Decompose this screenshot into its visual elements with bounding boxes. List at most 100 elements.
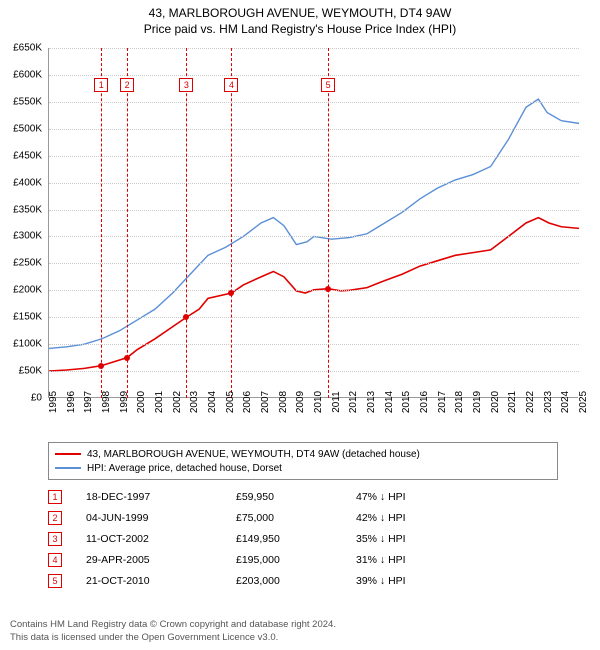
x-tick-label: 2012 [348,391,359,413]
x-tick-label: 2020 [490,391,501,413]
sales-row-num: 3 [48,532,62,546]
sale-marker-line [231,48,232,398]
sale-marker-line [127,48,128,398]
legend-label-hpi: HPI: Average price, detached house, Dors… [87,463,282,474]
plot-region: 12345 [48,48,578,398]
x-tick-label: 2010 [313,391,324,413]
y-tick-label: £500K [0,123,42,134]
sales-row-date: 21-OCT-2010 [86,575,236,587]
x-tick-label: 2002 [172,391,183,413]
y-tick-label: £550K [0,96,42,107]
footer-attribution: Contains HM Land Registry data © Crown c… [10,619,336,644]
x-tick-label: 2024 [560,391,571,413]
x-tick-label: 2013 [366,391,377,413]
sales-row-date: 04-JUN-1999 [86,512,236,524]
y-tick-label: £250K [0,258,42,269]
x-tick-label: 1998 [101,391,112,413]
x-tick-label: 2021 [507,391,518,413]
sale-marker-line [186,48,187,398]
legend-swatch-hpi [55,467,81,469]
x-tick-label: 2005 [225,391,236,413]
gridline-h [49,344,579,345]
sale-marker-box: 1 [94,78,108,92]
y-tick-label: £0 [0,393,42,404]
x-tick-label: 2025 [578,391,589,413]
title-subtitle: Price paid vs. HM Land Registry's House … [0,22,600,36]
sales-row-diff: 42% ↓ HPI [356,512,406,524]
sale-marker-box: 5 [321,78,335,92]
sales-row-num: 2 [48,511,62,525]
sales-row-price: £149,950 [236,533,356,545]
gridline-h [49,290,579,291]
x-tick-label: 1999 [119,391,130,413]
gridline-h [49,317,579,318]
x-tick-label: 2023 [543,391,554,413]
x-tick-label: 2007 [260,391,271,413]
sale-marker-dot [183,314,189,320]
sales-row-diff: 39% ↓ HPI [356,575,406,587]
sales-row-price: £75,000 [236,512,356,524]
y-tick-label: £600K [0,69,42,80]
sales-row: 118-DEC-1997£59,95047% ↓ HPI [48,486,558,507]
sales-row-num: 5 [48,574,62,588]
sales-row-price: £59,950 [236,491,356,503]
sales-row-date: 11-OCT-2002 [86,533,236,545]
legend: 43, MARLBOROUGH AVENUE, WEYMOUTH, DT4 9A… [48,442,558,480]
x-tick-label: 2003 [189,391,200,413]
series-line-hpi [49,99,579,348]
x-tick-label: 2016 [419,391,430,413]
y-tick-label: £350K [0,204,42,215]
gridline-h [49,210,579,211]
price-chart: 12345 £0£50K£100K£150K£200K£250K£300K£35… [48,48,578,398]
sale-marker-box: 2 [120,78,134,92]
gridline-h [49,129,579,130]
y-tick-label: £200K [0,285,42,296]
y-tick-label: £300K [0,231,42,242]
gridline-h [49,102,579,103]
sale-marker-dot [124,355,130,361]
gridline-h [49,75,579,76]
footer-line1: Contains HM Land Registry data © Crown c… [10,619,336,631]
y-tick-label: £400K [0,177,42,188]
sales-row-diff: 35% ↓ HPI [356,533,406,545]
sale-marker-dot [228,290,234,296]
gridline-h [49,236,579,237]
gridline-h [49,183,579,184]
title-address: 43, MARLBOROUGH AVENUE, WEYMOUTH, DT4 9A… [0,6,600,20]
sale-marker-dot [98,363,104,369]
gridline-h [49,156,579,157]
y-tick-label: £450K [0,150,42,161]
legend-swatch-property [55,453,81,455]
sales-row-num: 4 [48,553,62,567]
sales-row: 4 29-APR-2005£195,00031% ↓ HPI [48,549,558,570]
sales-row-price: £195,000 [236,554,356,566]
x-tick-label: 1997 [83,391,94,413]
x-tick-label: 2004 [207,391,218,413]
x-tick-label: 1996 [66,391,77,413]
sales-row-diff: 31% ↓ HPI [356,554,406,566]
x-tick-label: 2017 [437,391,448,413]
sales-row-price: £203,000 [236,575,356,587]
footer-line2: This data is licensed under the Open Gov… [10,632,336,644]
legend-item-property: 43, MARLBOROUGH AVENUE, WEYMOUTH, DT4 9A… [55,447,551,461]
x-tick-label: 2008 [278,391,289,413]
gridline-h [49,371,579,372]
sale-marker-line [328,48,329,398]
sale-marker-line [101,48,102,398]
y-tick-label: £150K [0,312,42,323]
x-tick-label: 1995 [48,391,59,413]
sales-row-date: 18-DEC-1997 [86,491,236,503]
y-tick-label: £100K [0,339,42,350]
gridline-h [49,263,579,264]
series-line-property [49,218,579,371]
x-tick-label: 2019 [472,391,483,413]
sales-row: 3 11-OCT-2002£149,95035% ↓ HPI [48,528,558,549]
x-tick-label: 2011 [331,391,342,413]
sale-marker-dot [325,286,331,292]
chart-title: 43, MARLBOROUGH AVENUE, WEYMOUTH, DT4 9A… [0,0,600,36]
sales-row-date: 29-APR-2005 [86,554,236,566]
sales-row-num: 1 [48,490,62,504]
x-tick-label: 2009 [295,391,306,413]
legend-label-property: 43, MARLBOROUGH AVENUE, WEYMOUTH, DT4 9A… [87,449,420,460]
sales-row: 5 21-OCT-2010£203,00039% ↓ HPI [48,570,558,591]
